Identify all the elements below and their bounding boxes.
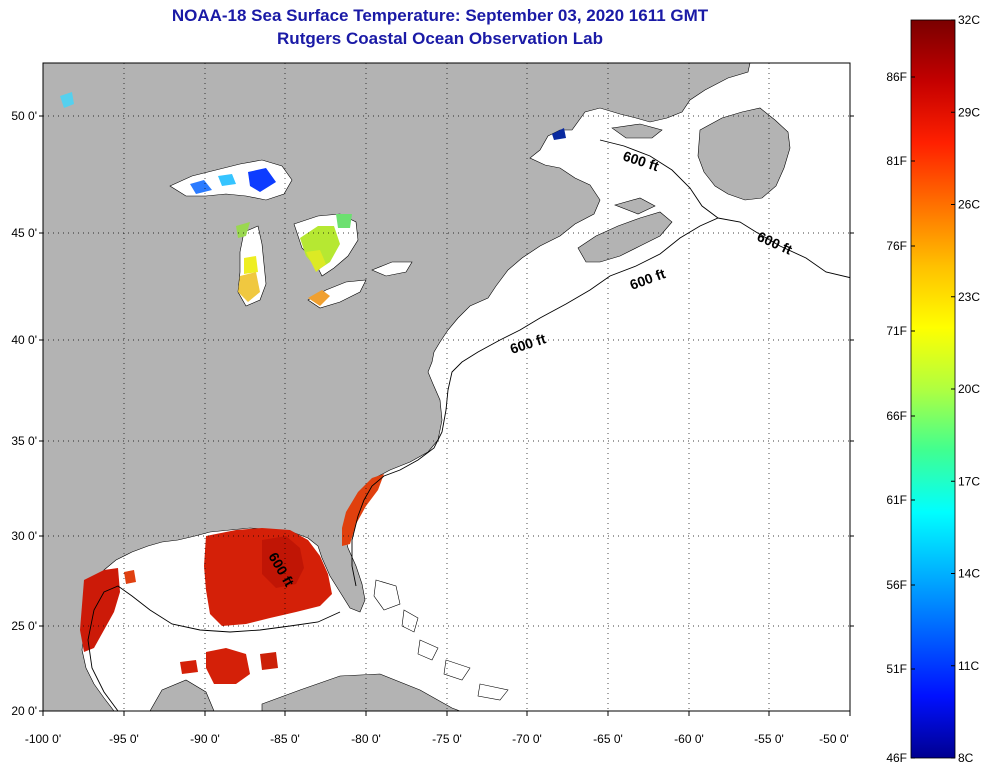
florida-atlantic-sst (342, 474, 384, 546)
lon-label: -85 0' (270, 732, 300, 746)
lat-label: 35 0' (11, 434, 37, 448)
colorbar-fahrenheit-label: 71F (886, 324, 907, 338)
lon-label: -65 0' (593, 732, 623, 746)
map-subtitle: Rutgers Coastal Ocean Observation Lab (277, 29, 603, 48)
hudson-bay-sst (60, 92, 74, 108)
longitude-axis: -100 0' -95 0' -90 0' -85 0' -80 0' -75 … (25, 711, 851, 746)
graticule (43, 63, 850, 711)
lat-label: 30 0' (11, 529, 37, 543)
colorbar-celsius-label: 8C (958, 751, 974, 765)
lon-label: -55 0' (754, 732, 784, 746)
depth-contour-gulf-stlawrence (599, 139, 719, 219)
lon-label: -70 0' (512, 732, 542, 746)
colorbar-fahrenheit-label: 86F (886, 70, 907, 84)
cuba-land (261, 673, 461, 711)
anticosti-island (611, 123, 663, 139)
lat-label: 25 0' (11, 619, 37, 633)
map-title: NOAA-18 Sea Surface Temperature: Septemb… (171, 6, 709, 25)
latitude-axis: 50 0' 45 0' 40 0' 35 0' 30 0' 25 0' 20 0… (11, 109, 854, 718)
colorbar-gradient (910, 19, 956, 759)
colorbar-celsius-label: 17C (958, 474, 980, 488)
colorbar-fahrenheit-label: 66F (886, 409, 907, 423)
colorbar-fahrenheit-label: 81F (886, 154, 907, 168)
lon-label: -95 0' (109, 732, 139, 746)
lon-label: -60 0' (674, 732, 704, 746)
gulf-island (614, 197, 656, 215)
lon-label: -50 0' (819, 732, 849, 746)
colorbar-fahrenheit-label: 56F (886, 578, 907, 592)
colorbar-fahrenheit-label: 46F (886, 751, 907, 765)
colorbar-fahrenheit-label: 51F (886, 662, 907, 676)
depth-contour-600ft (351, 217, 850, 587)
great-lakes-sst (190, 168, 352, 306)
nova-scotia-land (577, 211, 673, 263)
yucatan-land (149, 679, 215, 711)
lat-label: 40 0' (11, 333, 37, 347)
lon-label: -75 0' (432, 732, 462, 746)
lat-label: 20 0' (11, 704, 37, 718)
bahamas-islands (373, 579, 509, 701)
colorbar-celsius-label: 14C (958, 567, 980, 581)
lon-label: -90 0' (190, 732, 220, 746)
lat-label: 50 0' (11, 109, 37, 123)
lon-label: -100 0' (25, 732, 61, 746)
lon-label: -80 0' (351, 732, 381, 746)
colorbar-celsius-label: 29C (958, 105, 980, 119)
depth-contour-600ft-gulf (87, 585, 341, 711)
lake-ontario (371, 261, 413, 277)
lat-label: 45 0' (11, 226, 37, 240)
colorbar-fahrenheit-label: 61F (886, 493, 907, 507)
colorbar-fahrenheit-label: 76F (886, 239, 907, 253)
gulf-sst (80, 528, 332, 684)
st-lawrence-sst (552, 128, 566, 140)
newfoundland-land (697, 107, 791, 201)
colorbar: 32C 29C 26C 23C 20C 17C 14C 11C 8C 86F 81F 76F 71F 6… (886, 13, 980, 765)
colorbar-celsius-label: 20C (958, 382, 980, 396)
colorbar-celsius-label: 26C (958, 198, 980, 212)
colorbar-celsius-label: 32C (958, 13, 980, 27)
colorbar-celsius-label: 11C (958, 659, 979, 673)
colorbar-celsius-label: 23C (958, 290, 980, 304)
